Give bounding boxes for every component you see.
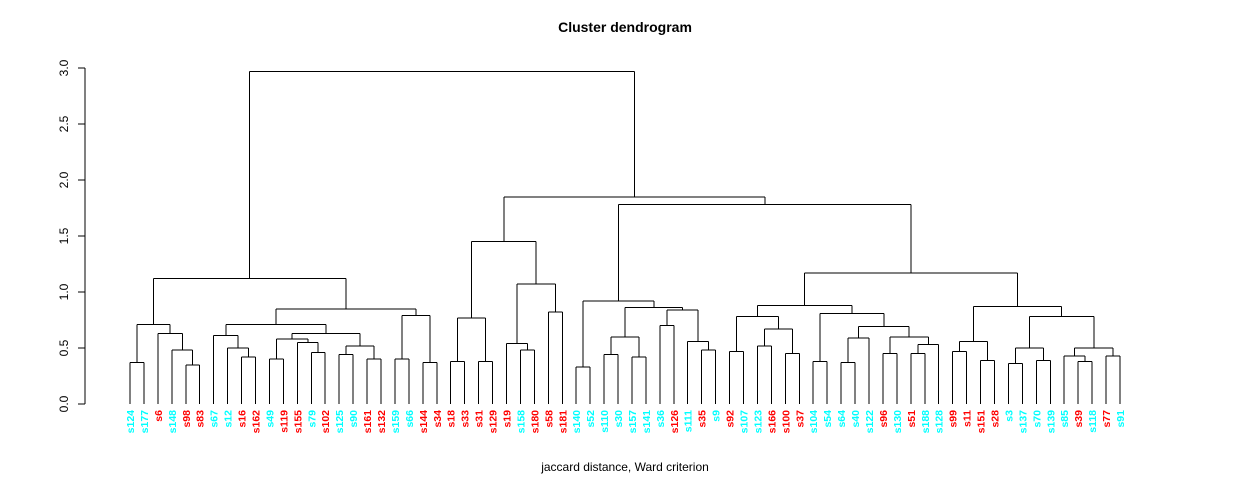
- leaf-label: s119: [278, 410, 290, 433]
- leaf-label: s137: [1017, 410, 1029, 434]
- leaf-label: s111: [683, 410, 695, 432]
- leaf-label: s18: [446, 410, 458, 428]
- y-tick-label: 2.0: [57, 171, 71, 188]
- leaf-label: s130: [892, 410, 904, 434]
- leaf-label: s141: [641, 410, 653, 434]
- leaf-label: s162: [250, 410, 262, 434]
- leaf-label: s157: [627, 410, 639, 434]
- leaf-label: s102: [320, 410, 332, 434]
- leaf-label: s30: [613, 410, 625, 428]
- leaf-label: s155: [292, 410, 304, 434]
- leaf-label: s110: [599, 410, 611, 433]
- leaf-label: s35: [697, 410, 709, 428]
- leaf-label: s77: [1101, 410, 1113, 428]
- x-axis-label: jaccard distance, Ward criterion: [540, 460, 709, 474]
- leaf-label: s58: [543, 410, 555, 428]
- leaf-label: s37: [794, 410, 806, 428]
- y-tick-label: 0.0: [57, 395, 71, 412]
- leaf-label: s91: [1115, 410, 1127, 428]
- leaf-label: s140: [571, 410, 583, 434]
- leaf-label: s118: [1087, 410, 1099, 433]
- leaf-label: s177: [139, 410, 151, 434]
- y-tick-label: 2.5: [57, 115, 71, 132]
- leaf-label: s161: [362, 410, 374, 434]
- leaf-label: s70: [1031, 410, 1043, 428]
- leaf-label: s51: [906, 410, 918, 428]
- leaf-label: s92: [725, 410, 737, 428]
- leaf-label: s181: [557, 410, 569, 434]
- leaf-label: s66: [404, 410, 416, 428]
- leaf-label: s188: [920, 410, 932, 434]
- leaf-label: s52: [585, 410, 597, 428]
- y-tick-label: 1.0: [57, 283, 71, 300]
- leaf-label: s99: [948, 410, 960, 428]
- y-tick-label: 3.0: [57, 59, 71, 76]
- leaf-label: s124: [125, 410, 137, 434]
- leaf-label: s54: [822, 410, 834, 428]
- dendrogram-tree: [129, 70, 1121, 404]
- leaf-labels: s124 s177 s6 s148 s98 s83 s67 s12 s16 s162 s49 s119…: [125, 410, 1127, 434]
- leaf-label: s166: [766, 410, 778, 434]
- leaf-label: s36: [655, 410, 667, 428]
- y-tick-label: 0.5: [57, 339, 71, 356]
- leaf-label: s180: [529, 410, 541, 434]
- leaf-label: s33: [460, 410, 472, 428]
- leaf-label: s107: [739, 410, 751, 434]
- leaf-label: s104: [808, 410, 820, 434]
- leaf-label: s40: [850, 410, 862, 428]
- y-axis: 0.0 0.5 1.0 1.5 2.0 2.5 3.0: [57, 59, 86, 412]
- leaf-label: s83: [195, 410, 207, 428]
- leaf-label: s122: [864, 410, 876, 434]
- leaf-label: s49: [264, 410, 276, 428]
- leaf-label: s125: [334, 410, 346, 434]
- leaf-label: s64: [836, 410, 848, 428]
- leaf-label: s16: [237, 410, 249, 428]
- leaf-label: s98: [181, 410, 193, 428]
- leaf-label: s28: [990, 410, 1002, 428]
- leaf-label: s132: [376, 410, 388, 434]
- leaf-label: s6: [153, 410, 165, 422]
- leaf-label: s90: [348, 410, 360, 428]
- leaf-label: s85: [1059, 410, 1071, 428]
- leaf-label: s100: [780, 410, 792, 434]
- leaf-label: s34: [432, 410, 444, 428]
- leaf-label: s12: [223, 410, 235, 428]
- leaf-label: s79: [306, 410, 318, 428]
- leaf-label: s19: [501, 410, 513, 428]
- y-tick-label: 1.5: [57, 227, 71, 244]
- leaf-label: s159: [390, 410, 402, 434]
- leaf-label: s67: [209, 410, 221, 428]
- leaf-label: s151: [976, 410, 988, 434]
- chart-title: Cluster dendrogram: [558, 19, 692, 35]
- leaf-label: s139: [1045, 410, 1057, 434]
- leaf-label: s128: [934, 410, 946, 434]
- leaf-label: s144: [418, 410, 430, 434]
- leaf-label: s158: [515, 410, 527, 434]
- leaf-label: s3: [1003, 410, 1015, 422]
- leaf-label: s31: [474, 410, 486, 428]
- leaf-label: s129: [488, 410, 500, 434]
- leaf-label: s9: [711, 410, 723, 422]
- leaf-label: s39: [1073, 410, 1085, 428]
- leaf-label: s123: [752, 410, 764, 434]
- leaf-label: s148: [167, 410, 179, 434]
- leaf-label: s11: [962, 410, 974, 427]
- leaf-label: s96: [878, 410, 890, 428]
- leaf-label: s126: [669, 410, 681, 434]
